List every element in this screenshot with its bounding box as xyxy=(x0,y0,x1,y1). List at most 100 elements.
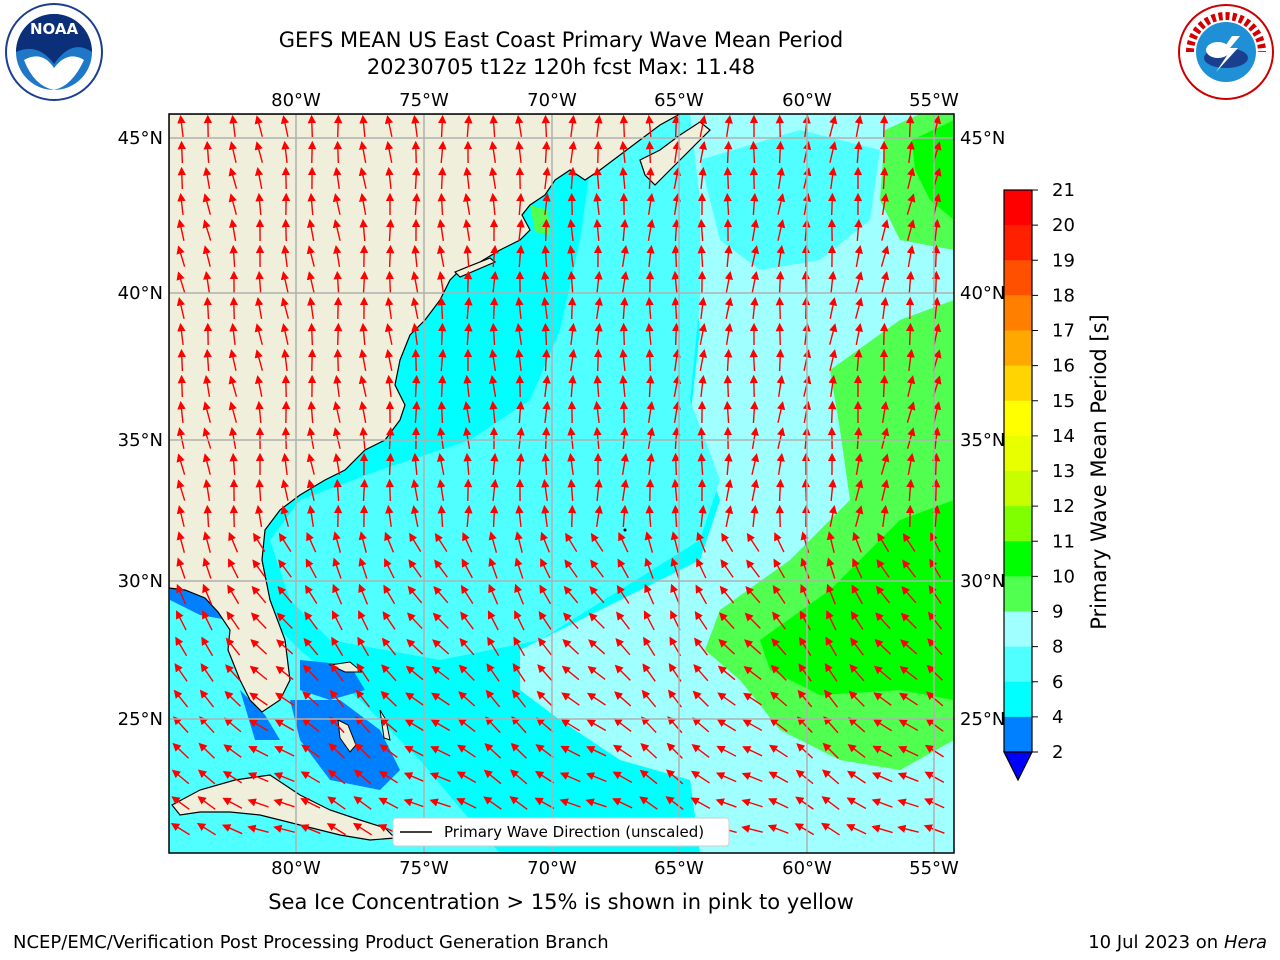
direction-arrow xyxy=(594,114,603,138)
direction-arrow xyxy=(459,637,475,656)
colorbar-tick-label: 2 xyxy=(1052,742,1063,763)
direction-arrow xyxy=(641,689,657,708)
direction-arrow xyxy=(900,639,918,655)
direction-arrow xyxy=(489,192,498,216)
direction-arrow xyxy=(411,322,420,346)
direction-arrow xyxy=(176,245,186,267)
direction-arrow xyxy=(828,374,837,398)
direction-arrow xyxy=(488,583,499,605)
direction-arrow xyxy=(254,349,264,371)
direction-arrow xyxy=(897,772,919,782)
direction-arrow xyxy=(304,611,318,630)
direction-arrow xyxy=(412,400,421,424)
direction-arrow xyxy=(724,297,734,319)
direction-arrow xyxy=(511,689,527,708)
direction-arrow xyxy=(690,797,711,810)
direction-arrow xyxy=(255,297,264,319)
direction-arrow xyxy=(458,664,475,681)
direction-arrow xyxy=(381,664,397,682)
direction-arrow xyxy=(619,114,629,138)
direction-arrow xyxy=(228,349,238,371)
direction-arrow xyxy=(199,716,215,734)
direction-arrow xyxy=(306,219,316,241)
direction-arrow xyxy=(671,478,680,502)
direction-arrow xyxy=(567,296,577,320)
direction-arrow xyxy=(775,322,785,346)
direction-arrow xyxy=(490,296,499,320)
colorbar-tick-label: 16 xyxy=(1052,356,1075,377)
direction-arrow xyxy=(618,532,629,553)
direction-arrow xyxy=(252,559,266,578)
direction-arrow xyxy=(750,453,760,475)
direction-arrow xyxy=(358,167,368,189)
direction-arrow xyxy=(776,219,786,241)
direction-arrow xyxy=(276,639,294,655)
direction-arrow xyxy=(906,219,916,241)
direction-arrow xyxy=(825,636,838,657)
direction-arrow xyxy=(646,374,655,398)
direction-arrow xyxy=(437,504,446,528)
direction-arrow xyxy=(514,583,525,605)
lat-label-left: 35°N xyxy=(118,430,163,451)
direction-arrow xyxy=(488,531,498,553)
direction-arrow xyxy=(821,796,840,810)
lon-label-bottom: 60°W xyxy=(782,858,832,879)
direction-arrow xyxy=(431,692,450,706)
direction-arrow xyxy=(202,610,213,631)
direction-arrow xyxy=(248,719,269,732)
direction-arrow xyxy=(203,270,212,294)
direction-arrow xyxy=(542,348,551,372)
direction-arrow xyxy=(639,796,658,810)
direction-arrow xyxy=(750,400,759,424)
direction-arrow xyxy=(612,771,633,784)
direction-arrow xyxy=(385,166,394,190)
direction-arrow xyxy=(275,665,294,681)
direction-arrow xyxy=(854,115,864,137)
direction-arrow xyxy=(227,584,240,605)
direction-arrow xyxy=(254,323,263,345)
direction-arrow xyxy=(411,244,420,268)
colorbar-tick-label: 15 xyxy=(1052,391,1075,412)
direction-arrow xyxy=(640,716,657,734)
direction-arrow xyxy=(273,772,295,783)
direction-arrow xyxy=(378,797,399,809)
direction-arrow xyxy=(302,691,320,707)
direction-arrow xyxy=(383,584,396,605)
direction-arrow xyxy=(333,270,342,294)
direction-arrow xyxy=(203,166,212,189)
direction-arrow xyxy=(358,141,368,163)
colorbar-tick-label: 8 xyxy=(1052,637,1063,658)
direction-arrow xyxy=(585,798,607,808)
direction-arrow xyxy=(646,219,655,241)
direction-arrow xyxy=(382,611,396,630)
direction-arrow xyxy=(906,348,915,372)
direction-arrow xyxy=(879,322,889,346)
direction-arrow xyxy=(384,141,394,163)
direction-arrow xyxy=(542,374,551,398)
direction-arrow xyxy=(826,557,836,579)
direction-arrow xyxy=(767,824,789,834)
direction-arrow xyxy=(490,244,499,268)
direction-arrow xyxy=(906,245,915,267)
direction-arrow xyxy=(535,744,554,758)
direction-arrow xyxy=(541,478,550,502)
direction-arrow xyxy=(564,559,578,578)
direction-arrow xyxy=(355,716,371,734)
direction-arrow xyxy=(620,478,629,501)
direction-arrow xyxy=(826,610,837,631)
colorbar-segment xyxy=(1004,260,1032,296)
direction-arrow xyxy=(718,638,736,655)
direction-arrow xyxy=(927,611,943,630)
direction-arrow xyxy=(776,452,785,476)
chart-subtitle: 20230705 t12z 120h fcst Max: 11.48 xyxy=(366,55,756,79)
colorbar-segment xyxy=(1004,365,1032,402)
lon-label-top: 75°W xyxy=(399,90,449,111)
direction-arrow xyxy=(332,583,343,605)
direction-arrow xyxy=(645,140,655,164)
direction-arrow xyxy=(248,746,269,757)
direction-arrow xyxy=(775,504,785,528)
direction-arrow xyxy=(405,665,424,681)
direction-arrow xyxy=(541,322,550,346)
direction-arrow xyxy=(280,323,290,345)
direction-arrow xyxy=(742,746,763,757)
